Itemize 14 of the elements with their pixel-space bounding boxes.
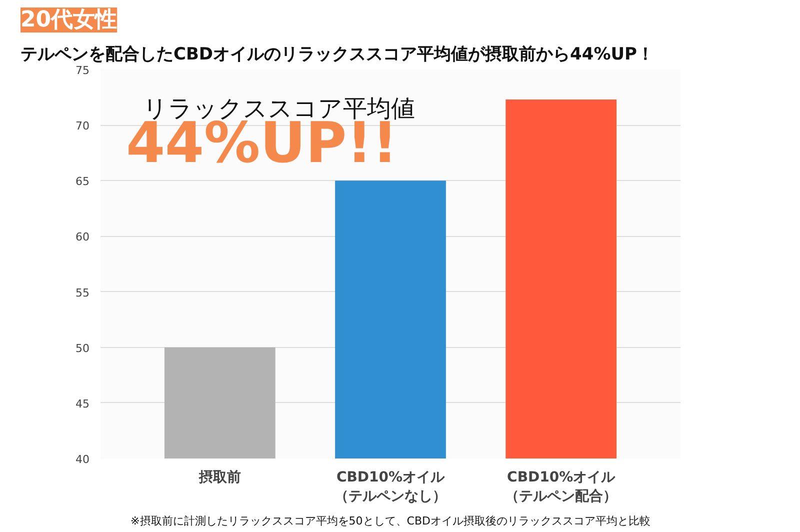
y-tick-label: 55 <box>76 286 90 300</box>
y-tick-label: 50 <box>76 342 90 355</box>
y-tick-label: 45 <box>76 397 90 410</box>
text: ※摂取前に計測したリラックススコア平均を50として、CBDオイル摂取後のリラックススコア平均と比較 <box>130 514 650 528</box>
x-tick-label: CBD10%オイル（テルペンなし） <box>334 470 446 505</box>
chart-subtitle: テルペンを配合したCBDオイルのリラックススコア平均値が摂取前から44%UP！ <box>20 44 654 64</box>
y-tick-label: 65 <box>76 175 90 188</box>
y-tick-label: 70 <box>76 120 90 133</box>
y-tick-label: 75 <box>76 64 90 77</box>
chart-title: 20代女性 <box>20 8 118 32</box>
x-tick-label: CBD10%オイル（テルペン配合） <box>505 470 618 505</box>
x-tick-label: 摂取前 <box>198 470 241 486</box>
y-tick-label: 40 <box>76 453 90 466</box>
y-tick-label: 60 <box>76 230 90 244</box>
